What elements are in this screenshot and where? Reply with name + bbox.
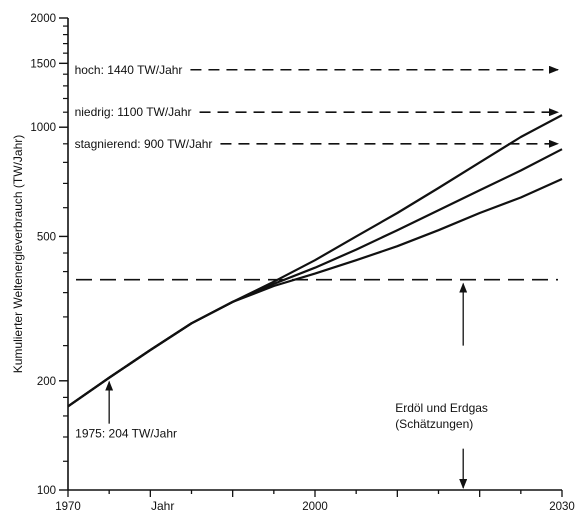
y-tick-label: 100 <box>37 485 56 497</box>
reference-label: stagnierend: 900 TW/Jahr <box>75 137 213 151</box>
x-axis-label: Jahr <box>151 499 174 513</box>
series-line-hoch <box>67 114 563 408</box>
annotation-text: 1975: 204 TW/Jahr <box>75 427 177 441</box>
series-line-stagnierend <box>67 177 563 408</box>
reference-label: hoch: 1440 TW/Jahr <box>75 63 183 77</box>
y-tick-label: 1000 <box>30 122 56 134</box>
x-tick-label: 2030 <box>549 501 575 513</box>
x-tick-label: 2000 <box>302 501 328 513</box>
annotation-text: (Schätzungen) <box>395 417 473 431</box>
reference-label: niedrig: 1100 TW/Jahr <box>75 105 192 119</box>
x-tick-label: 1970 <box>55 501 81 513</box>
y-tick-label: 200 <box>37 376 56 388</box>
y-tick-label: 500 <box>37 231 56 243</box>
y-tick-label: 1500 <box>30 58 56 70</box>
y-axis-label: Kumulierter Weltenergieverbrauch (TW/Jah… <box>11 135 25 374</box>
annotation-text: Erdöl und Erdgas <box>395 401 488 415</box>
series-line-niedrig <box>67 148 563 408</box>
y-tick-label: 2000 <box>30 13 56 25</box>
